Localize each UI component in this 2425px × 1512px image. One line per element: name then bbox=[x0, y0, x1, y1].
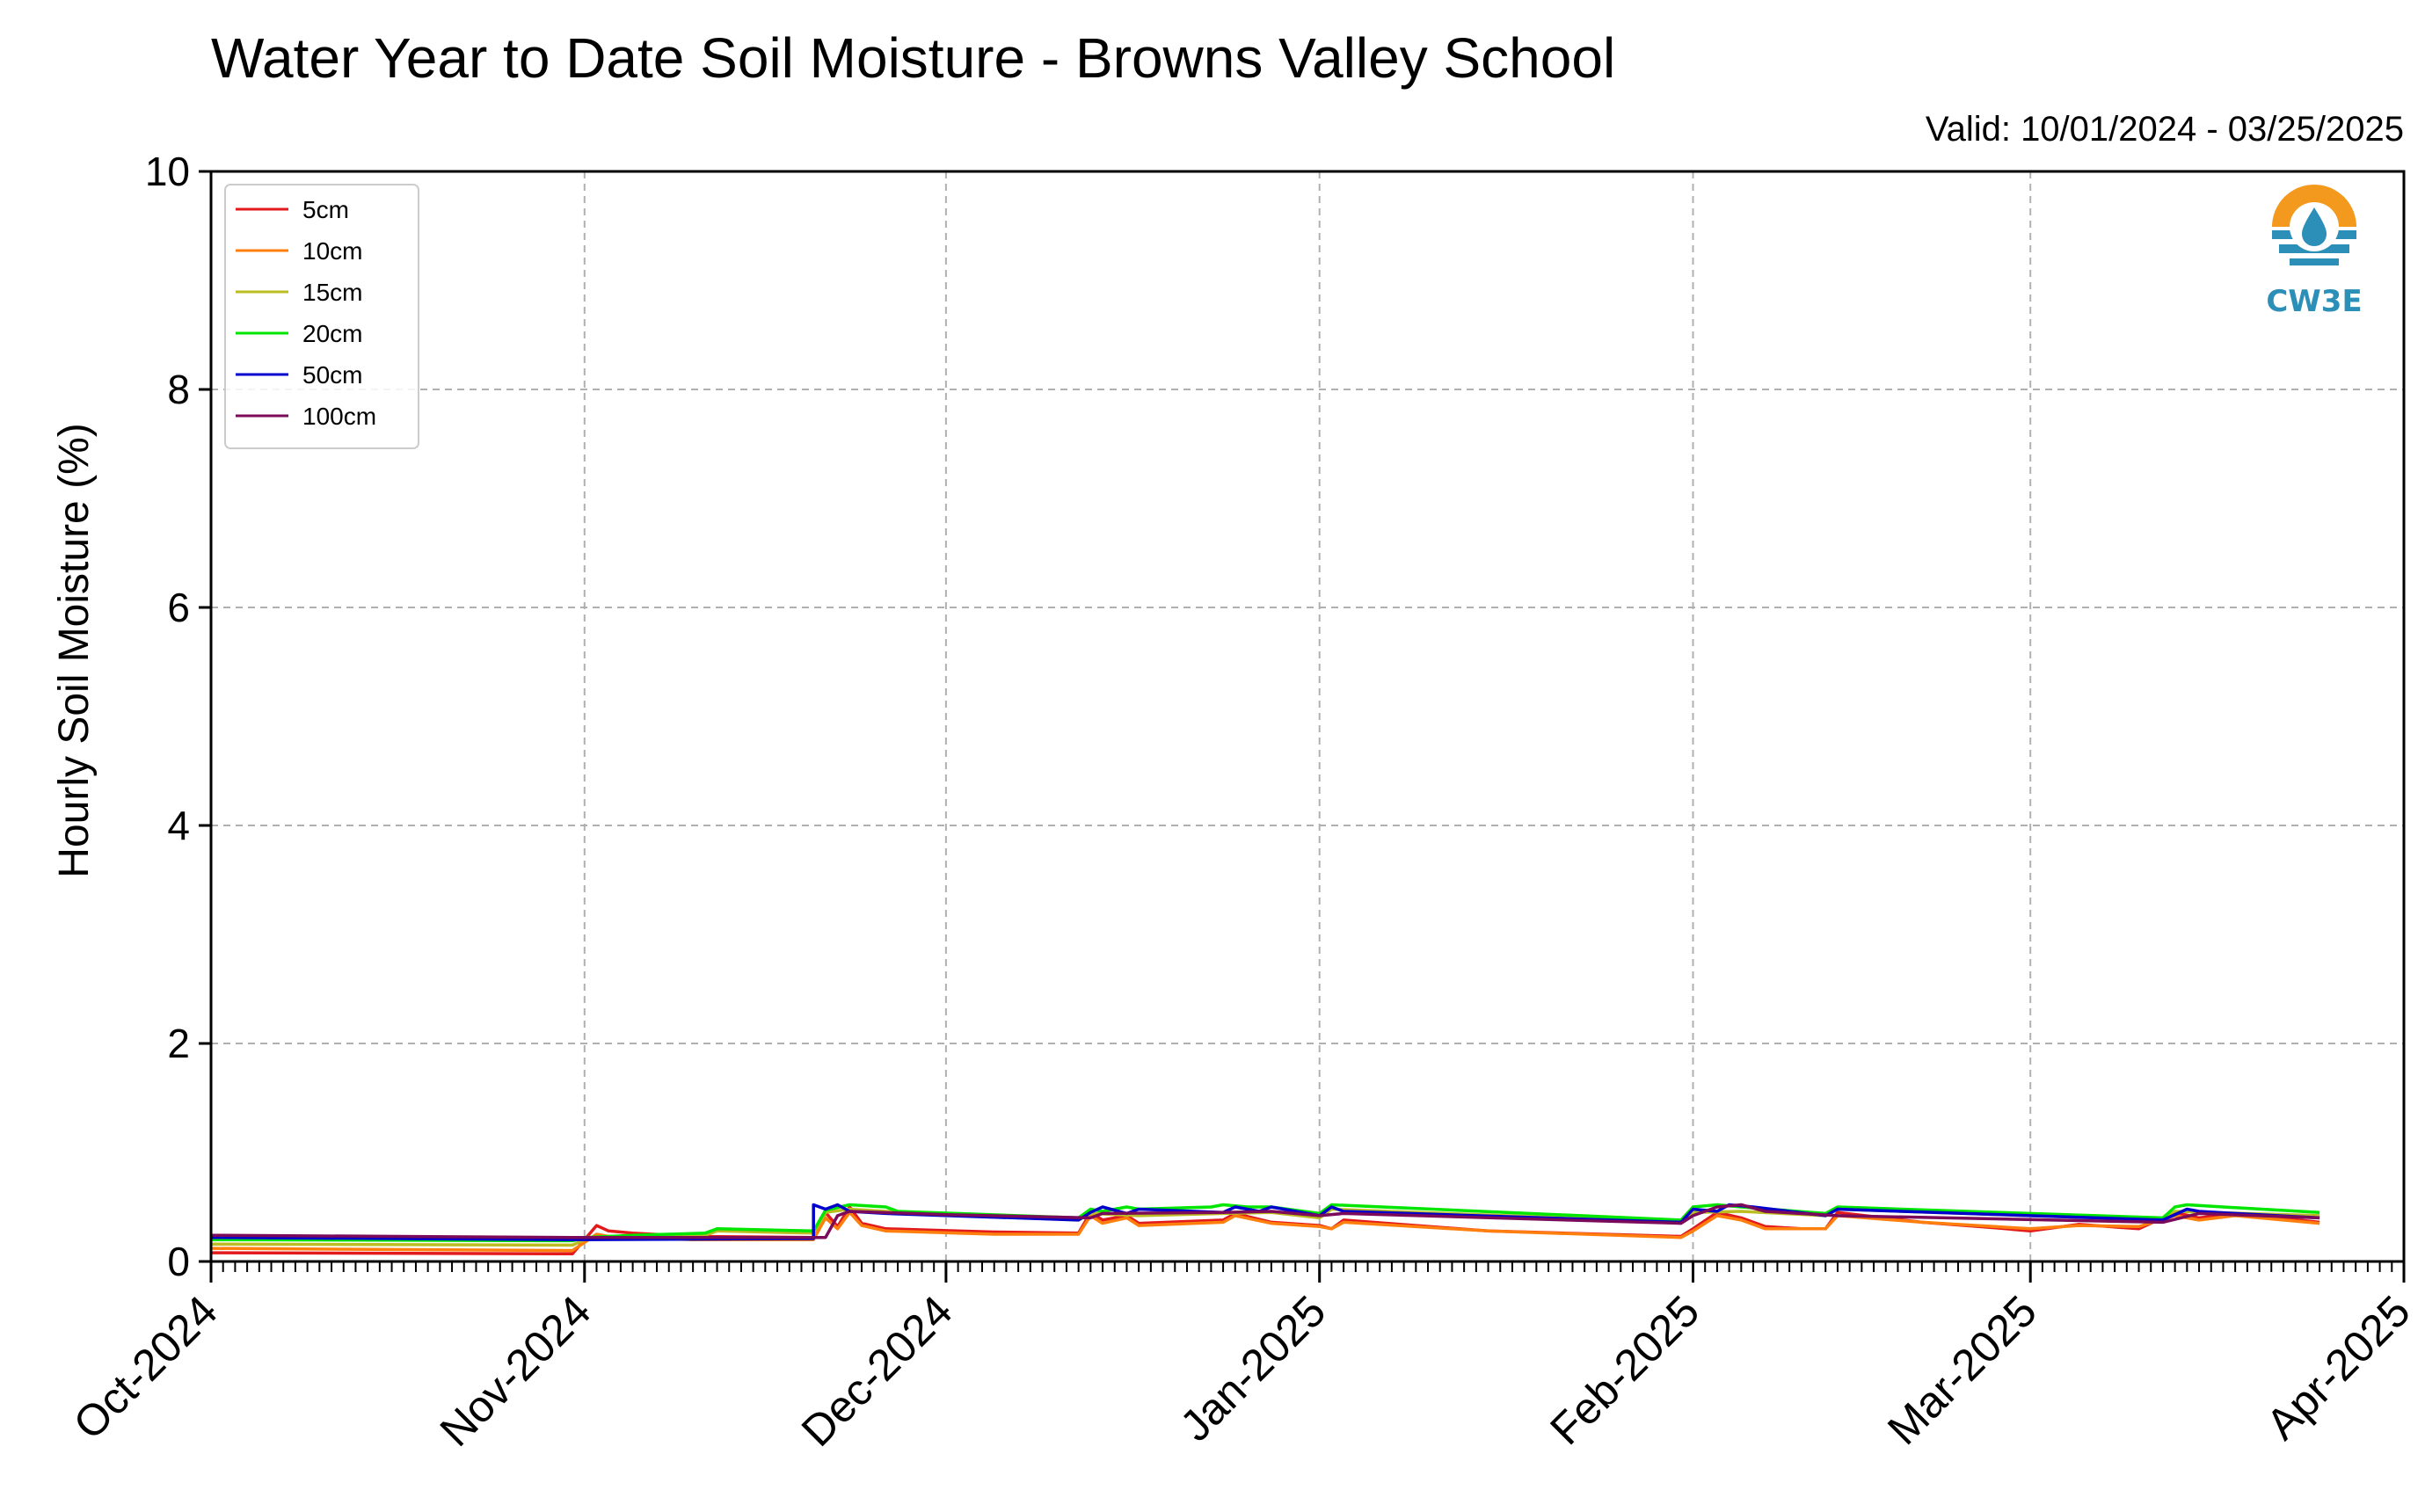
valid-date-range: Valid: 10/01/2024 - 03/25/2025 bbox=[1926, 110, 2404, 149]
y-tick-label: 10 bbox=[145, 149, 190, 194]
y-tick-label: 6 bbox=[167, 585, 190, 630]
legend: 5cm 10cm 15cm 20cm 50cm 100cm bbox=[224, 184, 419, 449]
legend-label: 50cm bbox=[302, 361, 362, 389]
x-tick-label: Oct-2024 bbox=[64, 1286, 227, 1449]
x-axis-ticks: Oct-2024 Nov-2024 Dec-2024 Jan-2025 Feb-2025… bbox=[64, 1261, 2420, 1456]
legend-label: 10cm bbox=[302, 237, 362, 265]
x-tick-label: Jan-2025 bbox=[1170, 1286, 1335, 1450]
x-tick-label: Nov-2024 bbox=[431, 1286, 601, 1456]
x-tick-label: Dec-2024 bbox=[792, 1286, 962, 1456]
grid-lines bbox=[211, 171, 2404, 1261]
axes bbox=[209, 170, 2406, 1263]
y-axis-ticks: 0 2 4 6 8 10 bbox=[145, 149, 211, 1284]
plot-frame bbox=[209, 170, 2406, 1263]
x-tick-label: Mar-2025 bbox=[1878, 1286, 2046, 1454]
series-line-50cm bbox=[210, 1203, 2320, 1241]
y-tick-label: 4 bbox=[167, 803, 190, 848]
logo-text: CW3E bbox=[2266, 284, 2362, 319]
y-tick-label: 0 bbox=[167, 1239, 190, 1284]
series-line-100cm bbox=[210, 1203, 2320, 1239]
series-lines bbox=[210, 1203, 2320, 1256]
legend-label: 5cm bbox=[302, 196, 349, 223]
x-tick-label: Feb-2025 bbox=[1540, 1286, 1708, 1454]
series-line-10cm bbox=[210, 1210, 2320, 1253]
y-tick-label: 8 bbox=[167, 367, 190, 412]
series-line-20cm bbox=[210, 1203, 2320, 1243]
legend-label: 20cm bbox=[302, 320, 362, 347]
y-tick-label: 2 bbox=[167, 1021, 190, 1066]
chart-title: Water Year to Date Soil Moisture - Brown… bbox=[211, 26, 1615, 90]
x-tick-label: Apr-2025 bbox=[2257, 1286, 2420, 1449]
water-drop-icon bbox=[2302, 207, 2327, 246]
y-axis-label: Hourly Soil Moisture (%) bbox=[51, 423, 98, 877]
legend-label: 100cm bbox=[302, 403, 376, 430]
legend-label: 15cm bbox=[302, 279, 362, 306]
cw3e-logo: CW3E bbox=[2266, 185, 2363, 319]
